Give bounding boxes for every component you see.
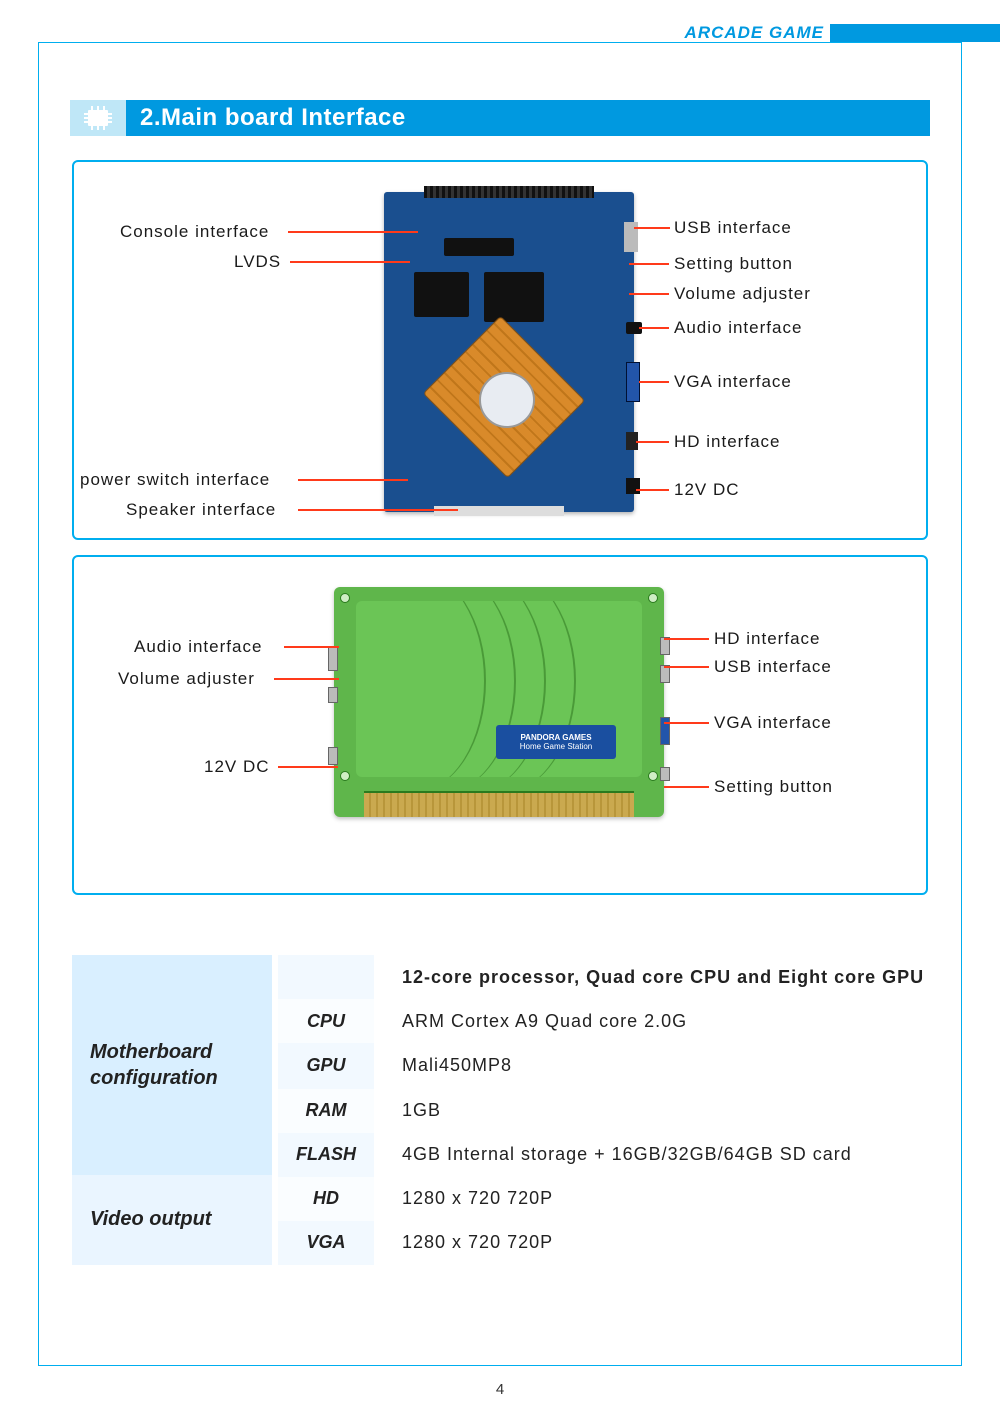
- cell: 1280 x 720 720P: [380, 1177, 928, 1221]
- label2-usb: USB interface: [714, 657, 832, 677]
- page-number: 4: [0, 1381, 1000, 1398]
- leader: [634, 227, 670, 229]
- blue-pcb-illustration: [384, 192, 634, 512]
- spec-section1-overlay: Motherboard configuration: [72, 955, 272, 1175]
- section-title-bar: 2. Main board Interface: [126, 100, 930, 136]
- section-title-text: Main board Interface: [161, 104, 406, 132]
- label-power-switch: power switch interface: [80, 470, 270, 490]
- green-pcb-illustration: PANDORA GAMES Home Game Station: [334, 587, 664, 817]
- leader: [629, 293, 669, 295]
- chip-icon: [70, 100, 126, 136]
- leader: [290, 261, 410, 263]
- panel-greenboard: PANDORA GAMES Home Game Station Audio in…: [72, 555, 928, 895]
- page-header: ARCADE GAME: [685, 22, 1000, 44]
- cell: Mali450MP8: [380, 1043, 928, 1089]
- cell: 4GB Internal storage + 16GB/32GB/64GB SD…: [380, 1133, 928, 1177]
- label-usb: USB interface: [674, 218, 792, 238]
- leader: [664, 722, 709, 724]
- label2-audio: Audio interface: [134, 637, 262, 657]
- leader: [639, 327, 669, 329]
- label-console: Console interface: [120, 222, 269, 242]
- cell: VGA: [278, 1221, 374, 1265]
- cell: FLASH: [278, 1133, 374, 1177]
- label-volume: Volume adjuster: [674, 284, 811, 304]
- board-logo: PANDORA GAMES Home Game Station: [496, 725, 616, 759]
- label-hd: HD interface: [674, 432, 780, 452]
- leader: [284, 646, 339, 648]
- leader: [639, 381, 669, 383]
- label2-hd: HD interface: [714, 629, 820, 649]
- logo-bottom: Home Game Station: [520, 742, 592, 751]
- cell: ARM Cortex A9 Quad core 2.0G: [380, 999, 928, 1043]
- spec-section2-overlay: Video output: [72, 1175, 272, 1263]
- label2-vga: VGA interface: [714, 713, 832, 733]
- section-heading: 2. Main board Interface: [70, 100, 930, 136]
- leader: [298, 509, 458, 511]
- logo-top: PANDORA GAMES: [520, 733, 591, 742]
- label-audio: Audio interface: [674, 318, 802, 338]
- cell: CPU: [278, 999, 374, 1043]
- label2-12vdc: 12V DC: [204, 757, 270, 777]
- section-number: 2.: [140, 104, 161, 132]
- cell: [278, 955, 374, 999]
- overlay-label: Video output: [90, 1208, 211, 1231]
- header-accent-bar: [830, 24, 1000, 42]
- leader: [278, 766, 338, 768]
- panel-mainboard: Console interface LVDS power switch inte…: [72, 160, 928, 540]
- label-speaker: Speaker interface: [126, 500, 276, 520]
- leader: [274, 678, 339, 680]
- cell: 1GB: [380, 1089, 928, 1133]
- label-lvds: LVDS: [234, 252, 281, 272]
- cell: RAM: [278, 1089, 374, 1133]
- label-setting: Setting button: [674, 254, 793, 274]
- leader: [629, 263, 669, 265]
- cell: GPU: [278, 1043, 374, 1089]
- cell: 12-core processor, Quad core CPU and Eig…: [380, 955, 928, 999]
- label2-volume: Volume adjuster: [118, 669, 255, 689]
- overlay-label: Motherboard configuration: [90, 1039, 272, 1091]
- cell: 1280 x 720 720P: [380, 1221, 928, 1265]
- brand-label: ARCADE GAME: [685, 23, 824, 43]
- leader: [636, 441, 669, 443]
- leader: [636, 489, 669, 491]
- leader: [288, 231, 418, 233]
- label-vga: VGA interface: [674, 372, 792, 392]
- leader: [298, 479, 408, 481]
- label2-setting: Setting button: [714, 777, 833, 797]
- leader: [664, 638, 709, 640]
- cell: HD: [278, 1177, 374, 1221]
- label-12vdc: 12V DC: [674, 480, 740, 500]
- leader: [664, 666, 709, 668]
- leader: [664, 786, 709, 788]
